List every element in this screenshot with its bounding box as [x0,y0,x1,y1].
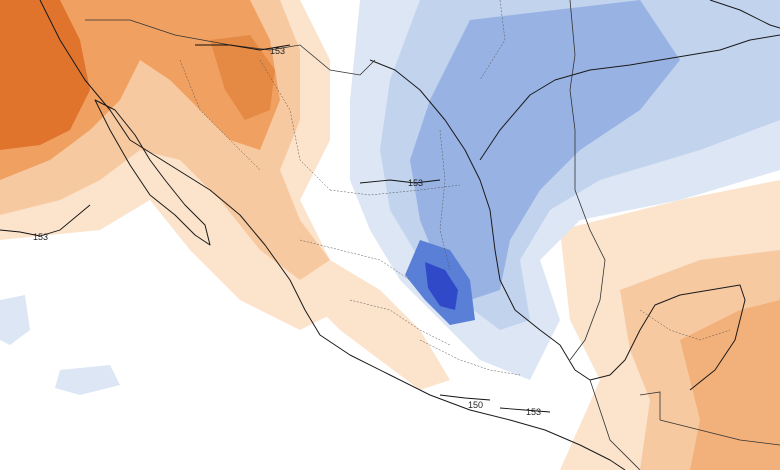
cool-field-deep [425,262,458,310]
state-line-6 [419,339,521,376]
contour-label-153-west: 153 [33,232,48,242]
coastlines [39,0,780,470]
contour-lines [0,44,551,413]
contour-150-south [439,394,491,401]
warm-field-mid-east [680,300,780,470]
border-honduras [659,419,780,446]
contour-label-153-north: 153 [270,46,285,56]
border-guatemala [589,379,641,470]
coastline-cuba-fragment [709,0,780,29]
coastline-pacific-mainland [39,0,626,470]
border-us-states-texas [569,0,606,361]
state-line-1 [179,59,261,171]
cool-field-mid [410,0,680,300]
border-belize [639,391,661,420]
warm-field-strong-west [0,0,90,150]
state-line-8 [639,309,731,341]
state-line-7 [439,129,451,271]
state-lines [179,0,731,376]
state-line-9 [479,0,506,81]
cool-field-patch-pacific [55,365,120,395]
coastline-us-gulf [479,34,780,161]
contour-153-west [0,204,91,237]
contour-labels: 153 153 153 150 153 [33,46,541,417]
contour-label-150-south: 150 [468,400,483,410]
border-us-mexico [85,19,376,76]
warm-field-strong-sierra [210,35,275,120]
contour-label-153-central: 153 [408,178,423,188]
borders [85,0,780,470]
coastline-baja-california [94,99,211,246]
state-line-2 [259,59,331,191]
warm-field-light-southwest [310,260,450,390]
coastline-gulf-of-mexico [369,59,746,391]
contour-label-153-south: 153 [526,407,541,417]
cool-anomaly-layer [0,0,780,395]
contour-153-south [499,407,551,413]
contour-153-central [359,179,441,184]
cool-field-patch-southwest [0,295,30,345]
contour-153-north [195,44,291,51]
